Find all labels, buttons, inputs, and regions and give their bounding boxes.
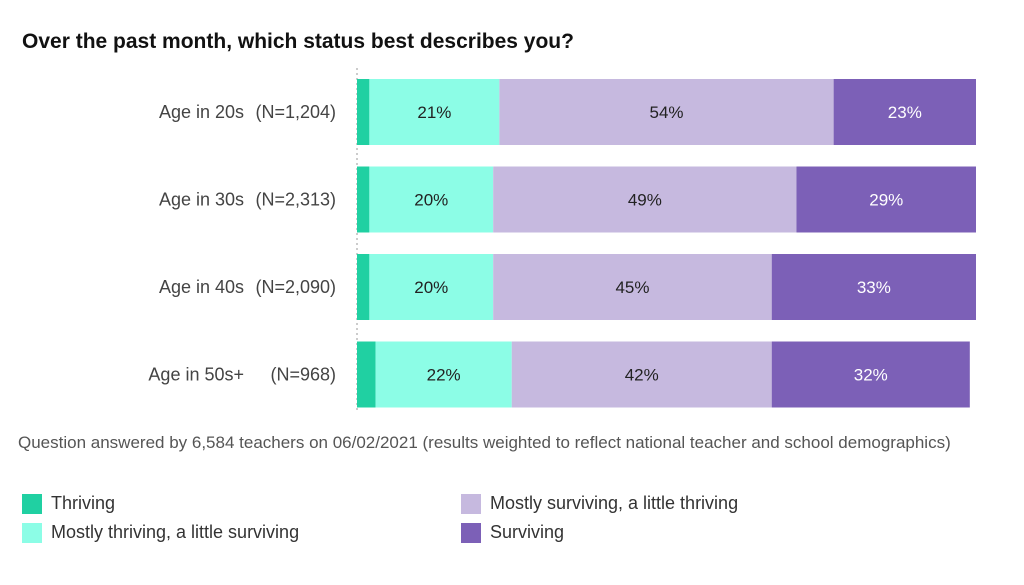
legend-swatch — [461, 493, 481, 514]
data-label: 20% — [414, 191, 448, 210]
category-label: Age in 40s — [159, 277, 244, 297]
category-label: Age in 20s — [159, 102, 244, 122]
bar-mostly-surviving-a-little-thriving-age-in-40s — [493, 254, 772, 320]
chart-caption: Question answered by 6,584 teachers on 0… — [18, 433, 951, 452]
category-count-label: (N=968) — [270, 365, 336, 385]
bar-surviving-age-in-50s — [771, 341, 970, 408]
data-label: 20% — [414, 278, 448, 297]
data-label: 21% — [417, 103, 451, 122]
legend-label: Surviving — [490, 522, 565, 542]
bar-mostly-surviving-a-little-thriving-age-in-50s — [511, 341, 772, 408]
legend-item-mostly-surviving: Mostly surviving, a little thriving — [461, 493, 738, 514]
bar-mostly-thriving-a-little-surviving-age-in-20s — [369, 79, 500, 145]
bar-mostly-surviving-a-little-thriving-age-in-30s — [493, 166, 797, 233]
bar-mostly-thriving-a-little-surviving-age-in-30s — [369, 166, 494, 233]
legend-item-surviving: Surviving — [461, 522, 564, 543]
data-label: 32% — [854, 366, 888, 385]
category-count-label: (N=2,313) — [255, 190, 336, 210]
legend-label: Mostly thriving, a little surviving — [51, 522, 300, 542]
bar-surviving-age-in-20s — [833, 79, 976, 145]
legend-swatch — [22, 522, 42, 543]
data-label: 42% — [625, 366, 659, 385]
data-label: 54% — [649, 103, 683, 122]
bar-surviving-age-in-30s — [796, 166, 976, 233]
bar-mostly-thriving-a-little-surviving-age-in-50s — [375, 341, 512, 408]
chart-title: Over the past month, which status best d… — [22, 30, 574, 53]
legend-swatch — [22, 493, 42, 514]
bar-thriving-age-in-30s — [357, 166, 370, 233]
category-count-label: (N=2,090) — [255, 277, 336, 297]
data-label: 23% — [888, 103, 922, 122]
legend-label: Mostly surviving, a little thriving — [490, 493, 739, 513]
legend-swatch — [461, 522, 481, 543]
legend-item-mostly-thriving: Mostly thriving, a little surviving — [22, 522, 299, 543]
bar-thriving-age-in-50s — [357, 341, 376, 408]
legend-label: Thriving — [51, 493, 116, 513]
data-label: 45% — [615, 278, 649, 297]
data-label: 22% — [427, 366, 461, 385]
stacked-bar-chart: 21% 54% 23% 20% 49% 29% 20% 45% 33% 22% 42% 32% Age… — [148, 68, 976, 412]
bar-thriving-age-in-40s — [357, 254, 370, 320]
bar-mostly-surviving-a-little-thriving-age-in-20s — [499, 79, 834, 145]
data-label: 29% — [869, 191, 903, 210]
category-count-label: (N=1,204) — [255, 102, 336, 122]
data-label: 49% — [628, 191, 662, 210]
bar-thriving-age-in-20s — [357, 79, 370, 145]
legend-item-thriving: Thriving — [22, 493, 115, 514]
bar-surviving-age-in-40s — [771, 254, 976, 320]
bar-mostly-thriving-a-little-surviving-age-in-40s — [369, 254, 494, 320]
category-label: Age in 50s+ — [148, 365, 244, 385]
data-label: 33% — [857, 278, 891, 297]
category-label: Age in 30s — [159, 190, 244, 210]
